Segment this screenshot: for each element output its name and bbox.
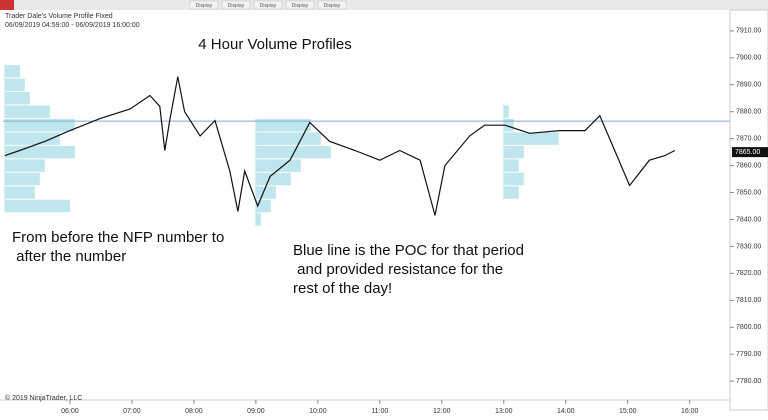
x-tick-label: 08:00 <box>185 408 203 415</box>
y-tick-label: 7890.00 <box>736 82 761 89</box>
x-tick-label: 06:00 <box>61 408 79 415</box>
toolbar-button-label: Display <box>228 3 245 9</box>
volume-profile-bar <box>503 159 519 172</box>
volume-profile-bar <box>4 132 60 145</box>
annotation-line: Blue line is the POC for that period <box>293 242 524 259</box>
toolbar-button[interactable] <box>189 0 219 10</box>
x-tick-label: 15:00 <box>619 408 637 415</box>
subtitle: 06/09/2019 04:59:00 - 06/09/2019 16:00:0… <box>5 22 140 29</box>
annotation-line: after the number <box>12 248 126 265</box>
x-tick-label: 13:00 <box>495 408 513 415</box>
toolbar-button-label: Display <box>292 3 309 9</box>
y-tick-label: 7880.00 <box>736 109 761 116</box>
x-tick-label: 09:00 <box>247 408 265 415</box>
volume-profile-bar <box>255 186 276 199</box>
y-tick-label: 7840.00 <box>736 216 761 223</box>
x-tick-label: 12:00 <box>433 408 451 415</box>
y-tick-label: 7910.00 <box>736 28 761 35</box>
y-tick-label: 7860.00 <box>736 162 761 169</box>
volume-profile-bar <box>4 65 20 78</box>
volume-profile-bar <box>4 105 50 118</box>
toolbar-button[interactable] <box>317 0 347 10</box>
toolbar-button[interactable] <box>253 0 283 10</box>
toolbar-button[interactable] <box>221 0 251 10</box>
y-tick-label: 7850.00 <box>736 189 761 196</box>
y-tick-label: 7810.00 <box>736 297 761 304</box>
x-tick-label: 07:00 <box>123 408 141 415</box>
x-tick-label: 14:00 <box>557 408 575 415</box>
volume-profile-bar <box>255 145 331 159</box>
volume-profile-bar <box>503 145 524 159</box>
toolbar-button-label: Display <box>324 3 341 9</box>
window-title: Trader Dale's Volume Profile Fixed <box>5 13 113 20</box>
volume-profile-bar <box>503 105 509 118</box>
volume-profile-bar <box>255 132 321 145</box>
volume-profile-bar <box>503 186 519 199</box>
toolbar-button-label: Display <box>196 3 213 9</box>
volume-profile-bar <box>4 78 25 91</box>
volume-profile-bar <box>503 132 559 145</box>
last-price-tag <box>732 147 768 158</box>
y-tick-label: 7870.00 <box>736 135 761 142</box>
copyright: © 2019 NinjaTrader, LLC <box>5 394 82 402</box>
toolbar-button[interactable] <box>285 0 315 10</box>
volume-profile-bar <box>255 172 291 186</box>
volume-profile-bar <box>255 159 301 172</box>
annotation-line: rest of the day! <box>293 280 392 297</box>
x-tick-label: 16:00 <box>681 408 699 415</box>
toolbar-button-label: Display <box>260 3 277 9</box>
volume-profile-bar <box>255 213 261 226</box>
y-tick-label: 7900.00 <box>736 55 761 62</box>
annotation-line: and provided resistance for the <box>293 261 503 278</box>
x-tick-label: 11:00 <box>371 408 388 415</box>
volume-profile-bar <box>4 91 30 105</box>
annotation-line: From before the NFP number to <box>12 229 224 246</box>
price-line <box>4 76 676 216</box>
y-tick-label: 7790.00 <box>736 351 761 358</box>
volume-profile-bar <box>4 159 45 172</box>
volume-profile-bar <box>4 186 35 199</box>
x-tick-label: 10:00 <box>309 408 327 415</box>
volume-profile-bar <box>503 172 524 186</box>
toolbar <box>0 0 768 10</box>
volume-profile-bar <box>4 118 75 132</box>
y-tick-label: 7830.00 <box>736 243 761 250</box>
last-price-label: 7865.00 <box>735 149 760 156</box>
volume-profile-bar <box>255 118 311 132</box>
volume-profile-bar <box>503 118 514 132</box>
volume-profile-bar <box>4 172 40 186</box>
price-axis <box>729 9 768 411</box>
chart-tab <box>0 0 14 10</box>
y-tick-label: 7800.00 <box>736 324 761 331</box>
chart-title: 4 Hour Volume Profiles <box>198 36 351 53</box>
y-tick-label: 7780.00 <box>736 378 761 385</box>
y-tick-label: 7820.00 <box>736 270 761 277</box>
volume-profile-bar <box>4 199 70 213</box>
